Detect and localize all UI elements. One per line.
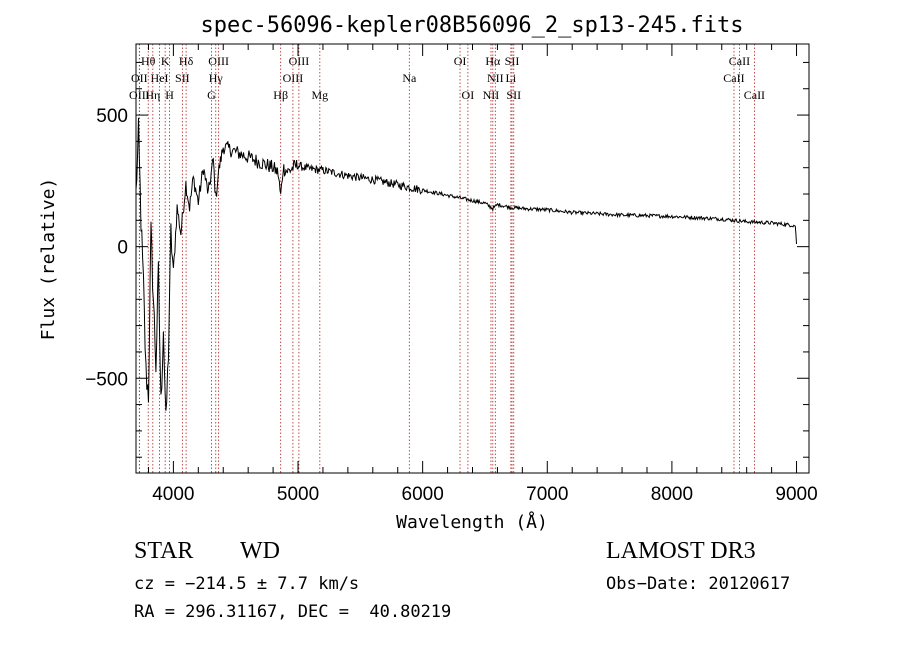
subclass-label: WD	[240, 538, 280, 564]
spectral-line-label: OIII	[289, 54, 310, 68]
x-tick-label: 7000	[526, 484, 568, 505]
spectral-line-label: CaII	[723, 71, 744, 85]
spectral-line-label: CaII	[729, 54, 750, 68]
spectral-line-label: Na	[402, 71, 417, 85]
survey-label: LAMOST DR3	[606, 538, 756, 564]
spectral-line-label: SII	[505, 54, 520, 68]
spectral-line-label: Hγ	[209, 71, 224, 85]
obs-date-text: Obs−Date: 20120617	[606, 574, 791, 594]
spectral-line-label: Mg	[311, 88, 328, 102]
spectrum-series	[135, 117, 797, 411]
y-axis: −500 0 500	[85, 61, 809, 458]
spectral-line-label: OI	[454, 54, 467, 68]
chart-title: spec-56096-kepler08B56096_2_sp13-245.fit…	[200, 13, 743, 38]
coordinates-text: RA = 296.31167, DEC = 40.80219	[134, 602, 452, 622]
spectral-line-label: Hη	[145, 88, 160, 102]
spectral-line-label: OIII	[208, 54, 229, 68]
spectral-line-label: NII	[487, 71, 504, 85]
spectral-line-label: Hθ	[141, 54, 156, 68]
x-axis: 4000 5000 6000 7000 8000 9000	[147, 44, 818, 505]
x-tick-label: 6000	[402, 484, 444, 505]
spectral-line-label: K	[161, 54, 170, 68]
y-tick-label: −500	[85, 369, 128, 390]
y-axis-label: Flux (relative)	[38, 178, 59, 341]
spectral-line-label: Hδ	[179, 54, 194, 68]
spectrum-line	[135, 117, 797, 411]
spectral-line-label: HeI	[151, 71, 169, 85]
spectral-line-label: Hβ	[273, 88, 288, 102]
spectral-line-label: Li	[506, 71, 517, 85]
class-label: STAR	[134, 538, 194, 564]
spectral-line-label: SII	[506, 88, 521, 102]
x-tick-label: 4000	[152, 484, 194, 505]
x-tick-label: 9000	[775, 484, 817, 505]
spectral-line-label: OIII	[129, 88, 150, 102]
spectral-line-label: OIII	[283, 71, 304, 85]
y-tick-label: 500	[96, 106, 128, 127]
x-tick-label: 8000	[651, 484, 693, 505]
spectral-line-label: CaII	[744, 88, 765, 102]
spectral-line-label: H	[165, 88, 174, 102]
redshift-text: cz = −214.5 ± 7.7 km/s	[134, 574, 360, 594]
spectral-line-label: NII	[483, 88, 500, 102]
spectral-line-label: OII	[131, 71, 148, 85]
spectral-line-label: G	[207, 88, 216, 102]
spectral-line-label: SII	[175, 71, 190, 85]
spectral-line-label: Hα	[485, 54, 501, 68]
y-tick-label: 0	[117, 238, 128, 259]
plot-frame	[135, 43, 810, 474]
x-axis-label: Wavelength (Å)	[396, 511, 548, 533]
line-markers: Hθ K Hδ OIII OIII OI Hα SII CaII OII HeI SII Hγ OIII N…	[129, 44, 765, 473]
x-tick-label: 5000	[277, 484, 319, 505]
spectral-line-label: OI	[462, 88, 475, 102]
